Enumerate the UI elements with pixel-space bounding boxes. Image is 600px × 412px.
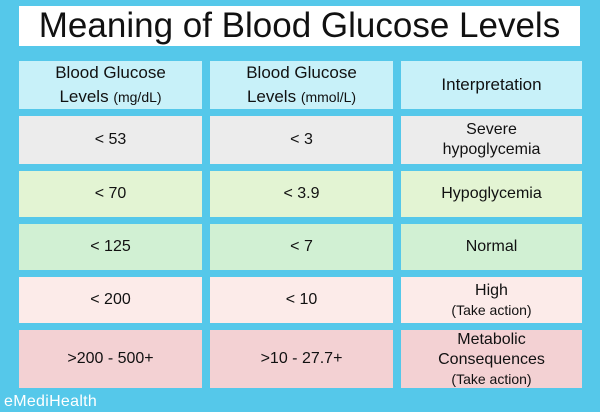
table-cell-mmol: < 3.9 (210, 171, 393, 217)
interpretation-line: High (475, 282, 508, 299)
table-cell-mmol: < 7 (210, 224, 393, 270)
table-cell-mgdl: < 200 (19, 277, 202, 323)
table-cell-interpretation: Metabolic Consequences (Take action) (401, 330, 582, 388)
table-cell-mgdl: >200 - 500+ (19, 330, 202, 388)
interpretation-line: Metabolic (457, 331, 526, 348)
table-cell-mmol: < 3 (210, 116, 393, 164)
table-cell-mgdl: < 70 (19, 171, 202, 217)
interpretation-note: (Take action) (451, 371, 532, 387)
header-mmol: Blood Glucose Levels (mmol/L) (210, 61, 393, 109)
header-interpretation-label: Interpretation (441, 75, 542, 94)
header-mmol-line1: Blood Glucose (246, 63, 357, 82)
table-cell-mmol: >10 - 27.7+ (210, 330, 393, 388)
glucose-table: Blood Glucose Levels (mg/dL) Blood Gluco… (19, 61, 582, 388)
brand-logo: eMediHealth (4, 393, 98, 410)
header-mgdl-unit: (mg/dL) (113, 89, 162, 105)
table-cell-interpretation: High (Take action) (401, 277, 582, 323)
header-mgdl-line1: Blood Glucose (55, 63, 166, 82)
header-mmol-line2: Levels (246, 87, 297, 106)
header-interpretation: Interpretation (401, 61, 582, 109)
interpretation-note: (Take action) (451, 302, 532, 318)
table-cell-mgdl: < 53 (19, 116, 202, 164)
interpretation-line: hypoglycemia (442, 141, 541, 158)
interpretation-line: Consequences (438, 351, 545, 368)
header-mgdl: Blood Glucose Levels (mg/dL) (19, 61, 202, 109)
table-cell-mmol: < 10 (210, 277, 393, 323)
table-cell-interpretation: Normal (401, 224, 582, 270)
page-title: Meaning of Blood Glucose Levels (19, 6, 580, 46)
table-cell-interpretation: Hypoglycemia (401, 171, 582, 217)
header-mmol-unit: (mmol/L) (300, 89, 357, 105)
header-mgdl-line2: Levels (59, 87, 109, 106)
interpretation-line: Severe (466, 121, 517, 138)
interpretation-line: Normal (465, 238, 518, 255)
table-cell-mgdl: < 125 (19, 224, 202, 270)
interpretation-line: Hypoglycemia (441, 185, 542, 202)
table-cell-interpretation: Severe hypoglycemia (401, 116, 582, 164)
